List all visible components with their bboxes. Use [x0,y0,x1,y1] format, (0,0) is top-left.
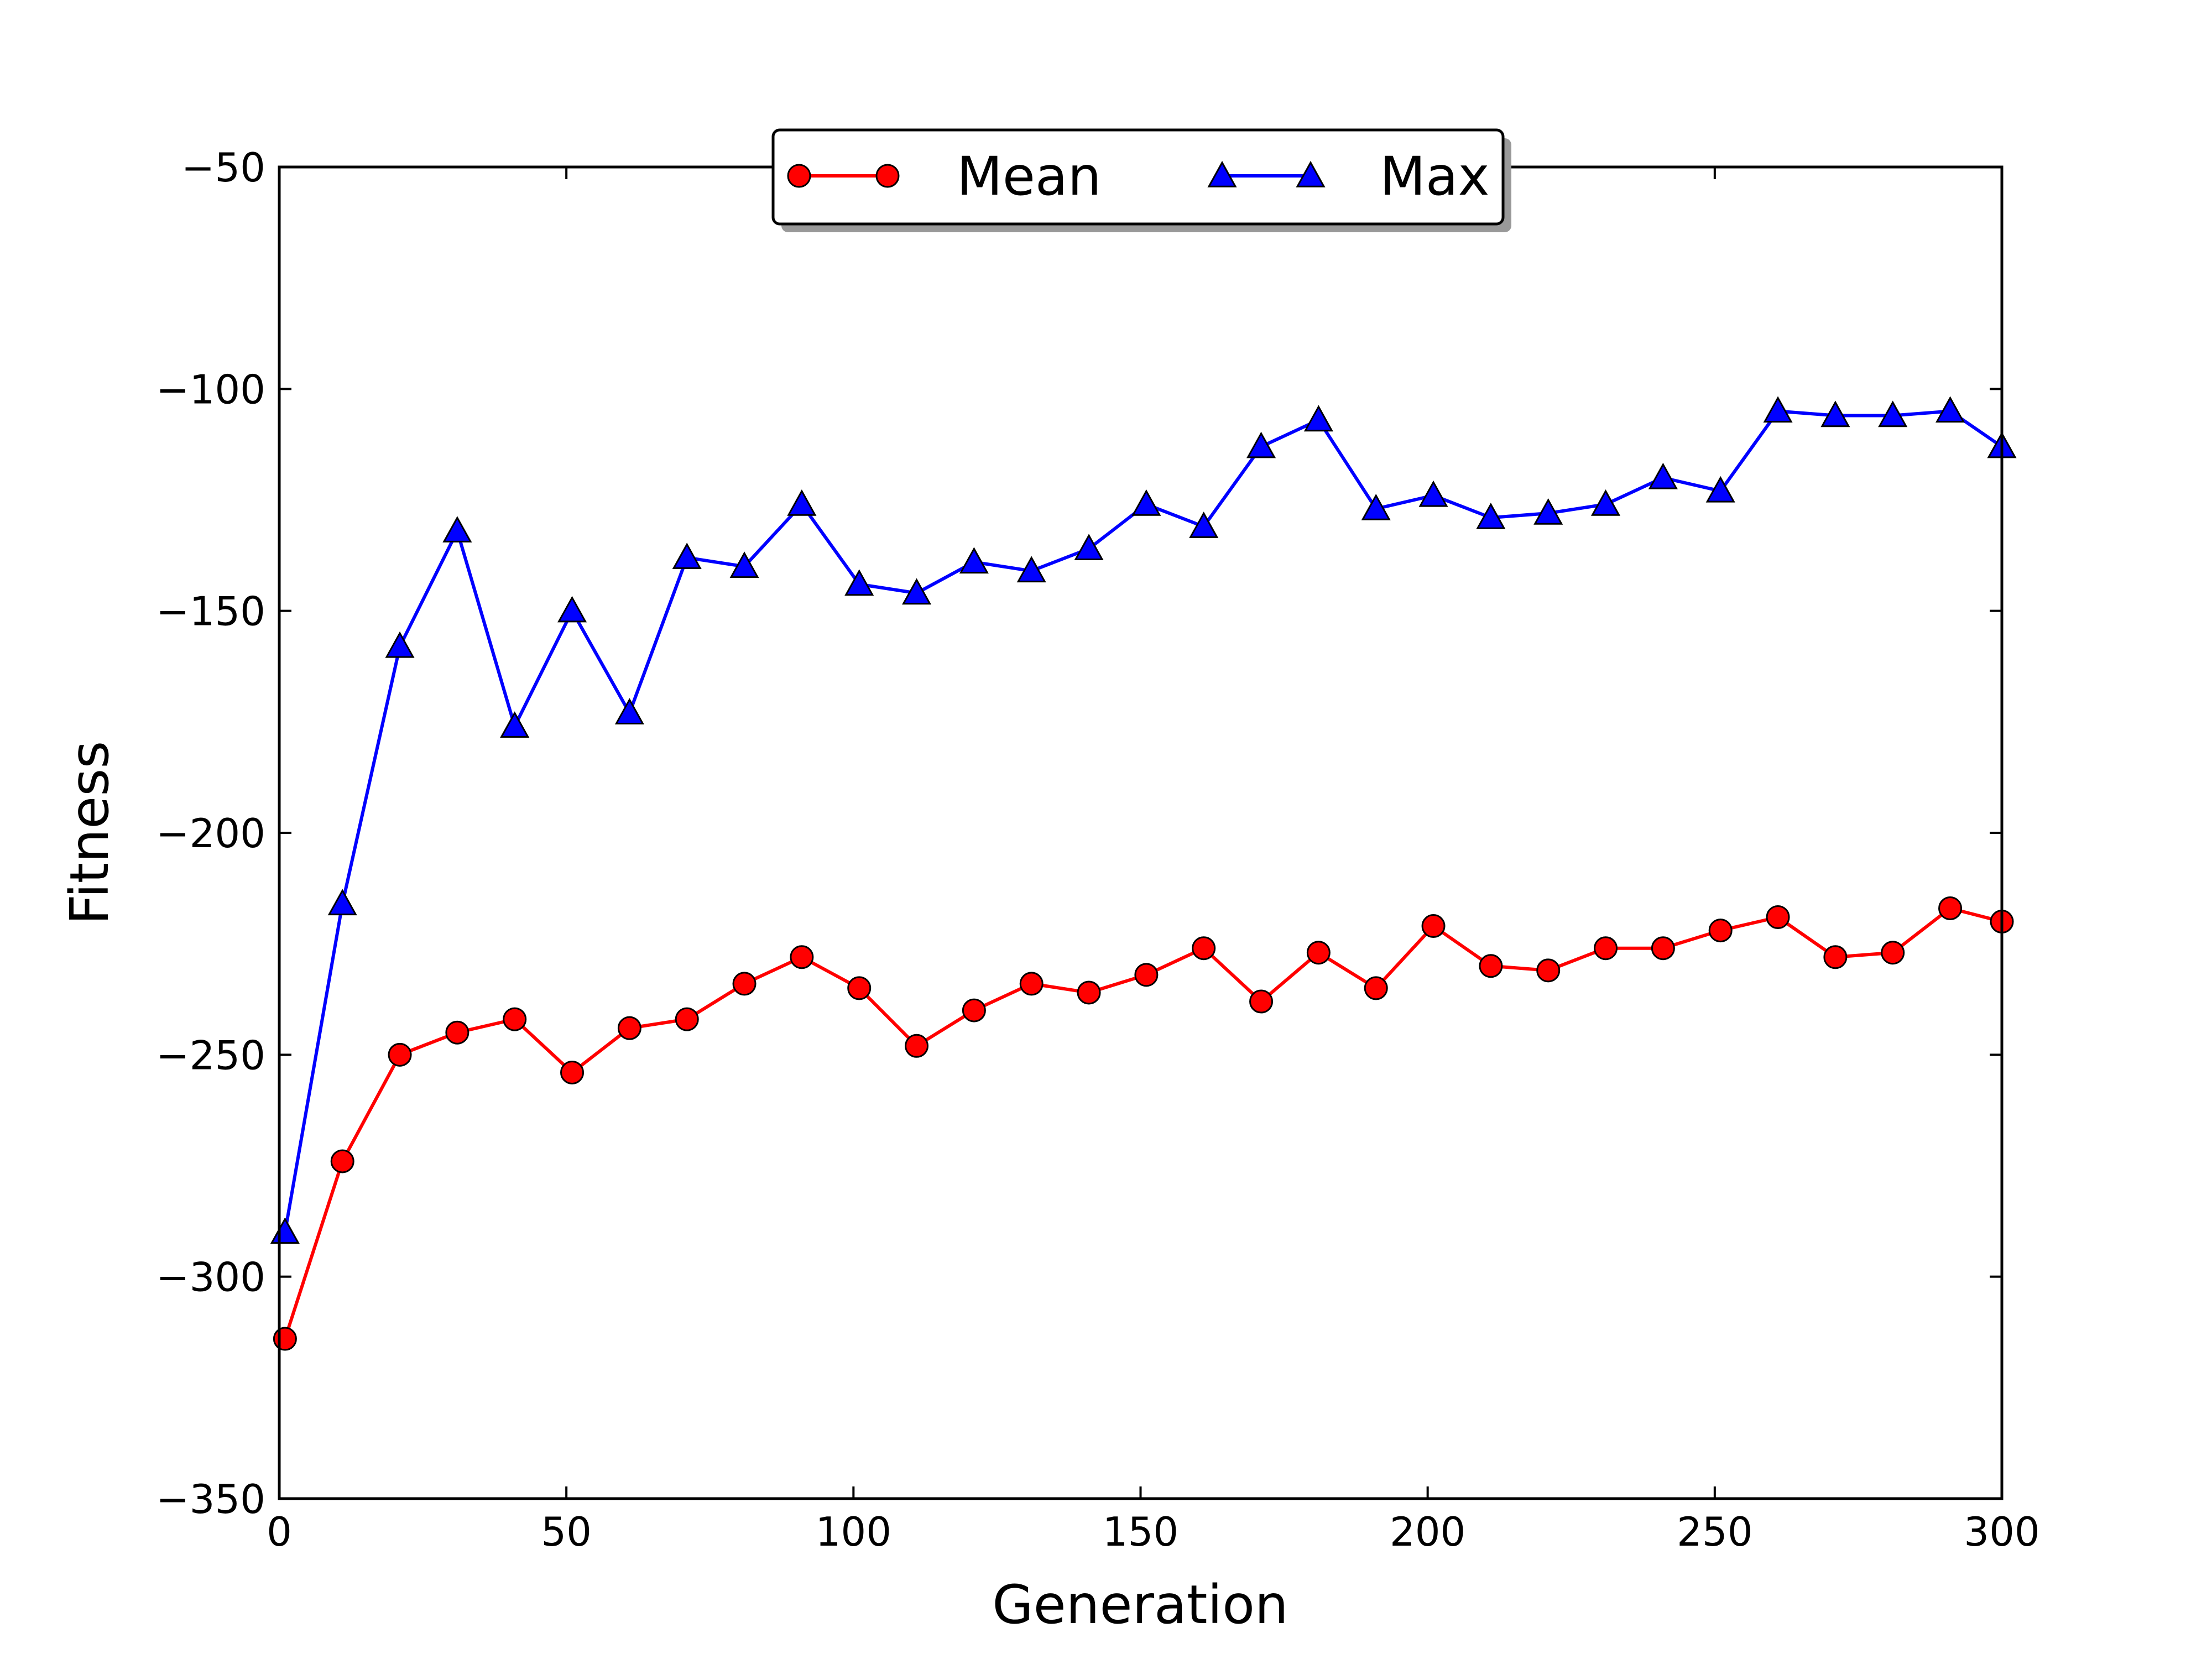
data-point-max [1016,556,1046,583]
x-tick-label: 100 [816,1509,891,1555]
data-point-max [1476,503,1506,529]
data-point-mean [1421,914,1446,938]
data-point-max [1648,462,1678,489]
x-tick-label: 250 [1677,1509,1752,1555]
data-point-max [1189,512,1219,538]
data-point-max [500,711,530,738]
data-point-max [1131,489,1161,516]
data-point-max [959,547,989,574]
data-point-max [1591,489,1621,516]
legend-marker-max [1296,160,1326,187]
y-tick-labels: −350 −300 −250 −200 −150 −100 −50 [156,144,265,1522]
data-point-max [672,542,702,570]
y-axis-label: Fitness [59,741,121,925]
data-point-mean [1536,958,1561,983]
x-tick-label: 0 [267,1509,292,1555]
data-point-max [385,631,415,658]
data-point-max [1936,396,1965,423]
data-point-mean [445,1020,469,1045]
data-point-mean [1134,963,1159,987]
data-point-mean [962,998,986,1022]
data-point-mean [1651,936,1675,961]
data-point-max [1705,476,1735,503]
data-point-max [1303,405,1333,432]
data-point-max [1246,431,1276,458]
ticks-layer [278,166,2003,1500]
data-point-mean [330,1149,354,1173]
y-tick-label: −350 [156,1476,265,1522]
data-point-mean [1823,945,1848,969]
data-point-max [1074,534,1104,560]
data-point-max [1763,396,1793,423]
x-tick-label: 50 [541,1509,592,1555]
legend-label-max: Max [1380,145,1489,207]
data-point-mean [560,1060,585,1084]
data-point-mean [503,1007,527,1031]
data-point-mean [675,1007,699,1031]
y-tick-label: −50 [181,144,265,191]
data-point-max [1361,493,1391,520]
data-point-max [787,489,817,516]
data-point-mean [1594,936,1618,961]
data-point-mean [1479,954,1503,978]
y-tick-label: −300 [156,1254,265,1301]
data-point-mean [1306,941,1331,965]
data-point-max [1820,400,1850,427]
data-point-max [729,551,759,578]
legend-marker-max [1207,160,1237,187]
x-tick-label: 200 [1390,1509,1465,1555]
data-point-mean [905,1034,929,1058]
data-point-mean [1077,980,1101,1005]
y-tick-label: −150 [156,588,265,635]
data-point-mean [1019,972,1044,996]
x-axis-label: Generation [992,1574,1288,1636]
data-point-mean [732,972,757,996]
data-point-mean [1364,976,1388,1000]
data-point-mean [1708,919,1733,943]
data-point-mean [1766,905,1790,930]
legend: Mean Max [771,128,1511,232]
data-point-max [902,578,932,605]
data-point-mean [847,976,872,1000]
data-point-max [327,889,357,916]
data-point-mean [790,945,814,969]
x-tick-label: 150 [1103,1509,1178,1555]
legend-marker-mean [875,164,900,188]
data-point-max [442,516,472,542]
legend-marker-mean [787,164,811,188]
data-point-max [1878,400,1908,427]
legend-box [771,128,1505,226]
y-tick-label: −100 [156,366,265,413]
data-point-mean [1881,941,1905,965]
data-point-max [614,698,644,724]
data-point-mean [1249,989,1274,1014]
legend-items: Mean Max [787,145,1489,207]
x-tick-label: 300 [1964,1509,2039,1555]
data-point-mean [388,1042,412,1067]
data-point-max [844,569,874,596]
data-point-mean [1192,936,1216,961]
data-point-mean [617,1016,641,1040]
data-point-mean [273,1327,297,1351]
y-tick-label: −200 [156,810,265,857]
series-layer [270,396,2017,1351]
x-tick-labels: 0 50 100 150 200 250 300 [267,1509,2040,1555]
data-point-max [557,596,587,623]
legend-label-mean: Mean [957,145,1102,207]
y-tick-label: −250 [156,1032,265,1078]
data-point-max [1418,480,1448,507]
data-point-max [1533,498,1563,525]
data-point-mean [1938,896,1963,920]
